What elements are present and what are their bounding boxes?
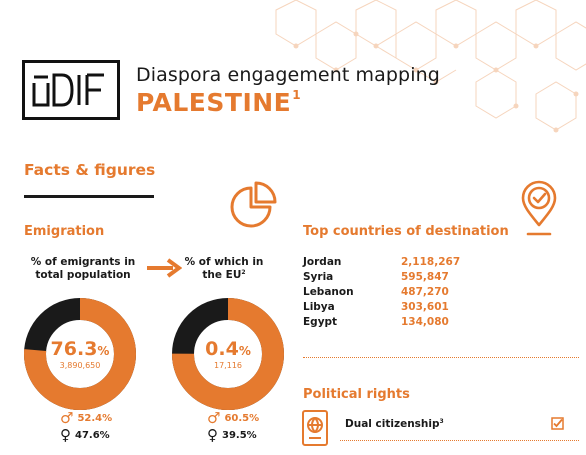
arrow-right-icon bbox=[147, 258, 182, 278]
destination-count: 303,601 bbox=[401, 300, 449, 313]
male-percent: 52.4% bbox=[77, 413, 113, 424]
emigrants-share-label: % of emigrants in total population bbox=[30, 256, 136, 281]
male-share-total: ♂ 52.4% bbox=[60, 411, 112, 426]
destination-row: Egypt 134,080 bbox=[303, 314, 463, 329]
destination-count: 2,118,267 bbox=[401, 255, 461, 268]
destination-country: Egypt bbox=[303, 315, 338, 328]
female-symbol-icon: ♀ bbox=[60, 426, 71, 444]
destination-country: Lebanon bbox=[303, 285, 354, 298]
emigrant-count: 3,890,650 bbox=[59, 361, 101, 370]
footnote-ref: 3 bbox=[439, 418, 444, 425]
eu-share-label-text: % of which in the EU bbox=[184, 256, 264, 281]
destination-row: Libya 303,601 bbox=[303, 299, 463, 314]
male-share-eu: ♂ 60.5% bbox=[207, 411, 259, 426]
dotted-divider bbox=[340, 440, 579, 441]
top-destinations-heading: Top countries of destination bbox=[303, 224, 509, 239]
female-symbol-icon: ♀ bbox=[207, 426, 218, 444]
footnote-ref: 2 bbox=[241, 269, 246, 276]
eudif-logo-mark bbox=[32, 73, 104, 107]
checkbox-checked-icon bbox=[551, 417, 564, 430]
male-percent: 60.5% bbox=[224, 413, 260, 424]
political-rights-heading: Political rights bbox=[303, 387, 410, 402]
passport-icon bbox=[302, 410, 328, 446]
share-unit: % bbox=[238, 344, 251, 358]
destination-count: 487,270 bbox=[401, 285, 449, 298]
section-title: Facts & figures bbox=[24, 161, 156, 179]
donut-share-arc bbox=[24, 298, 136, 410]
pie-chart-icon bbox=[230, 181, 277, 228]
destination-row: Syria 595,847 bbox=[303, 269, 463, 284]
female-percent: 39.5% bbox=[222, 430, 257, 441]
destination-country: Libya bbox=[303, 300, 335, 313]
destination-count: 134,080 bbox=[401, 315, 449, 328]
female-share-total: ♀ 47.6% bbox=[60, 428, 110, 443]
page-title: Diaspora engagement mapping bbox=[136, 64, 440, 86]
destination-country: Syria bbox=[303, 270, 334, 283]
destination-count: 595,847 bbox=[401, 270, 449, 283]
dual-citizenship-text: Dual citizenship bbox=[345, 418, 440, 430]
footnote-ref: 1 bbox=[292, 88, 302, 102]
eudif-logo bbox=[22, 60, 120, 120]
male-symbol-icon: ♂ bbox=[207, 409, 221, 427]
emigrant-count: 17,116 bbox=[214, 361, 242, 370]
destination-country: Jordan bbox=[303, 255, 342, 268]
female-percent: 47.6% bbox=[75, 430, 110, 441]
male-symbol-icon: ♂ bbox=[60, 409, 74, 427]
country-label: PALESTINE bbox=[136, 88, 292, 117]
location-check-icon bbox=[521, 180, 557, 236]
eu-share-donut bbox=[172, 298, 284, 410]
destinations-list: Jordan 2,118,267 Syria 595,847 Lebanon 487,… bbox=[303, 254, 463, 329]
eu-share-label: % of which in the EU2 bbox=[182, 256, 266, 283]
hexagon-network-background bbox=[275, 0, 586, 133]
country-name: PALESTINE1 bbox=[136, 88, 301, 117]
emigrants-share-donut bbox=[24, 298, 136, 410]
donut-share-arc bbox=[172, 298, 284, 410]
share-percent: 0.4 bbox=[205, 338, 239, 360]
section-divider bbox=[24, 195, 154, 198]
eu-share-value: 0.4% 17,116 bbox=[170, 338, 286, 370]
dotted-divider bbox=[303, 357, 579, 358]
destination-row: Lebanon 487,270 bbox=[303, 284, 463, 299]
share-percent: 76.3 bbox=[50, 338, 98, 360]
share-unit: % bbox=[97, 344, 110, 358]
female-share-eu: ♀ 39.5% bbox=[207, 428, 257, 443]
dual-citizenship-label: Dual citizenship3 bbox=[345, 418, 444, 430]
emigrants-share-value: 76.3% 3,890,650 bbox=[22, 338, 138, 370]
destination-row: Jordan 2,118,267 bbox=[303, 254, 463, 269]
emigration-heading: Emigration bbox=[24, 224, 105, 239]
